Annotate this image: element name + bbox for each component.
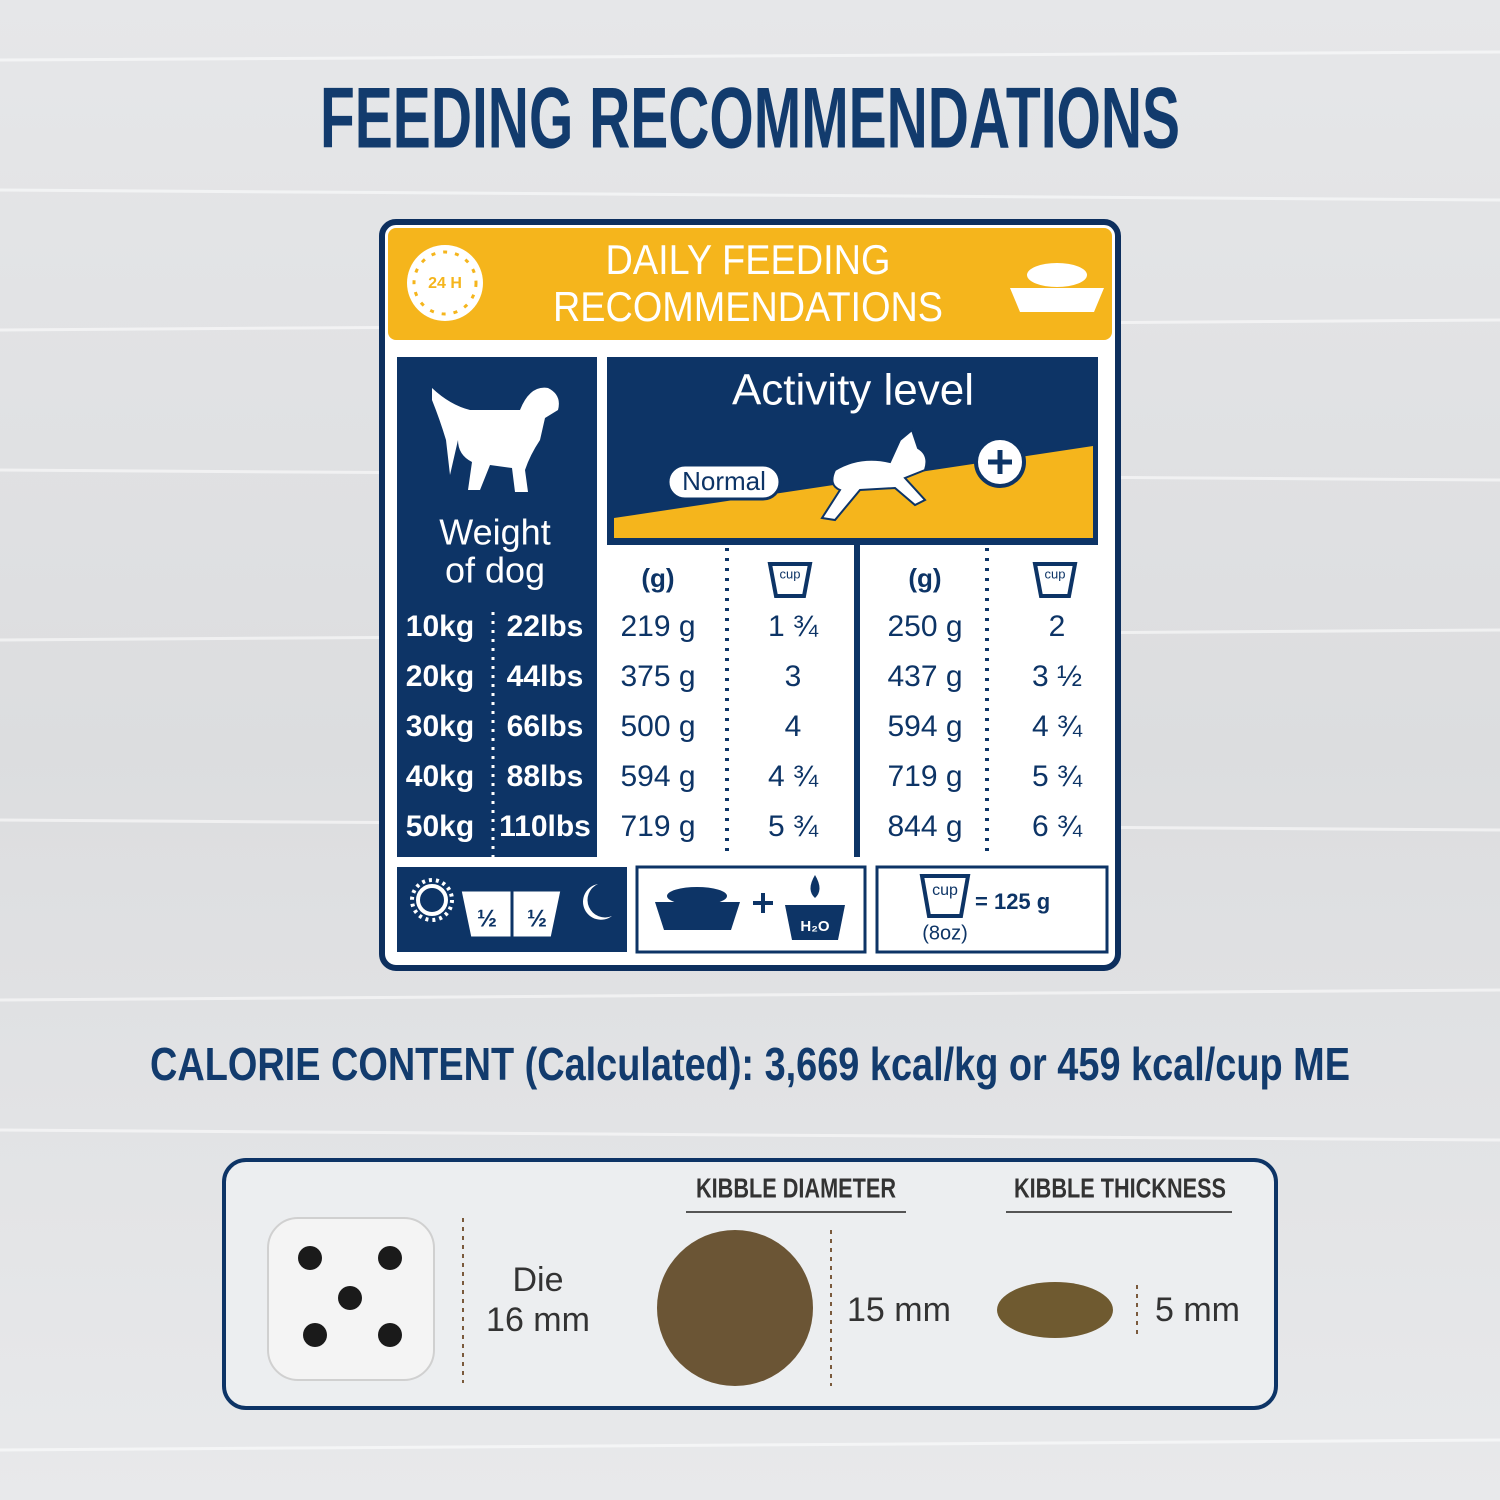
dog-icon — [432, 387, 559, 492]
thickness-value: 5 mm — [1155, 1291, 1240, 1329]
weight-lbs: 66lbs — [507, 710, 584, 743]
weight-lbs: 88lbs — [507, 760, 584, 793]
cup-size-box — [875, 865, 1109, 954]
plus-sign — [753, 893, 773, 913]
card-header — [388, 228, 1112, 340]
normal-grams: 500 g — [620, 710, 695, 743]
die-label: Die — [512, 1261, 563, 1299]
sun-icon — [416, 884, 448, 916]
active-cups: 6 ¾ — [1032, 810, 1083, 843]
food-bowl — [667, 887, 727, 905]
normal-grams: 594 g — [620, 760, 695, 793]
cup-icon: cup — [767, 562, 813, 598]
weight-kg: 10kg — [406, 610, 474, 643]
weight-kg: 20kg — [406, 660, 474, 693]
weight-lbs: 22lbs — [507, 610, 584, 643]
active-grams: 719 g — [887, 760, 962, 793]
active-cups: 2 — [1049, 610, 1066, 643]
cup-oz: (8oz) — [922, 922, 968, 944]
card-title: DAILY FEEDING — [606, 236, 891, 283]
normal-cups: 1 ¾ — [768, 610, 819, 643]
normal-cups: 5 ¾ — [768, 810, 819, 843]
sun-rays — [410, 878, 454, 922]
half-label: ½ — [527, 905, 547, 932]
normal-grams: 375 g — [620, 660, 695, 693]
weight-lbs: 110lbs — [499, 810, 591, 843]
normal-cups: 3 — [785, 660, 802, 693]
weight-kg: 50kg — [406, 810, 474, 843]
weight-label: of dog — [445, 550, 545, 591]
moon-icon — [583, 884, 612, 920]
weight-kg: 40kg — [406, 760, 474, 793]
water-bowl — [785, 905, 845, 940]
thickness-heading: KIBBLE THICKNESS — [1014, 1172, 1226, 1203]
normal-pill — [666, 463, 782, 501]
normal-cups: 4 — [785, 710, 802, 743]
column-header: cup — [780, 566, 801, 581]
die-size: 16 mm — [486, 1301, 590, 1339]
cup-icon — [919, 874, 971, 918]
active-cups: 5 ¾ — [1032, 760, 1083, 793]
weight-lbs: 44lbs — [507, 660, 584, 693]
active-grams: 437 g — [887, 660, 962, 693]
normal-cups: 4 ¾ — [768, 760, 819, 793]
half-label: ½ — [477, 905, 497, 932]
active-grams: 250 g — [887, 610, 962, 643]
activity-label: Activity level — [732, 366, 974, 415]
cup-icon: cup — [1032, 562, 1078, 598]
running-dog-icon — [820, 428, 928, 522]
weight-kg: 30kg — [406, 710, 474, 743]
column-header: cup — [1045, 566, 1066, 581]
water-label: H₂O — [800, 918, 829, 935]
diameter-value: 15 mm — [847, 1291, 951, 1329]
active-cups: 3 ½ — [1032, 660, 1082, 693]
column-header: (g) — [641, 563, 674, 593]
clock-icon — [407, 245, 483, 321]
kibble-side-image — [997, 1282, 1113, 1338]
water-drop — [810, 875, 820, 898]
cup-equals: = 125 g — [975, 889, 1050, 914]
die-pips — [298, 1246, 402, 1347]
column-header: (g) — [908, 563, 941, 593]
active-grams: 594 g — [887, 710, 962, 743]
page-title: FEEDING RECOMMENDATIONS — [320, 71, 1180, 167]
clock-label: 24 H — [428, 275, 462, 292]
active-grams: 844 g — [887, 810, 962, 843]
kibble-image — [657, 1230, 813, 1386]
weight-label: Weight — [439, 512, 550, 553]
bowl-icon — [1010, 263, 1104, 312]
cup-label: cup — [932, 882, 958, 899]
normal-label: Normal — [682, 466, 766, 496]
calorie-content: CALORIE CONTENT (Calculated): 3,669 kcal… — [150, 1038, 1350, 1090]
card-title: RECOMMENDATIONS — [553, 283, 943, 330]
clock-ticks — [412, 250, 478, 316]
normal-grams: 719 g — [620, 810, 695, 843]
diameter-heading: KIBBLE DIAMETER — [696, 1172, 896, 1203]
plus-sign — [988, 450, 1012, 474]
active-cups: 4 ¾ — [1032, 710, 1083, 743]
normal-grams: 219 g — [620, 610, 695, 643]
food-bowl — [655, 902, 740, 930]
